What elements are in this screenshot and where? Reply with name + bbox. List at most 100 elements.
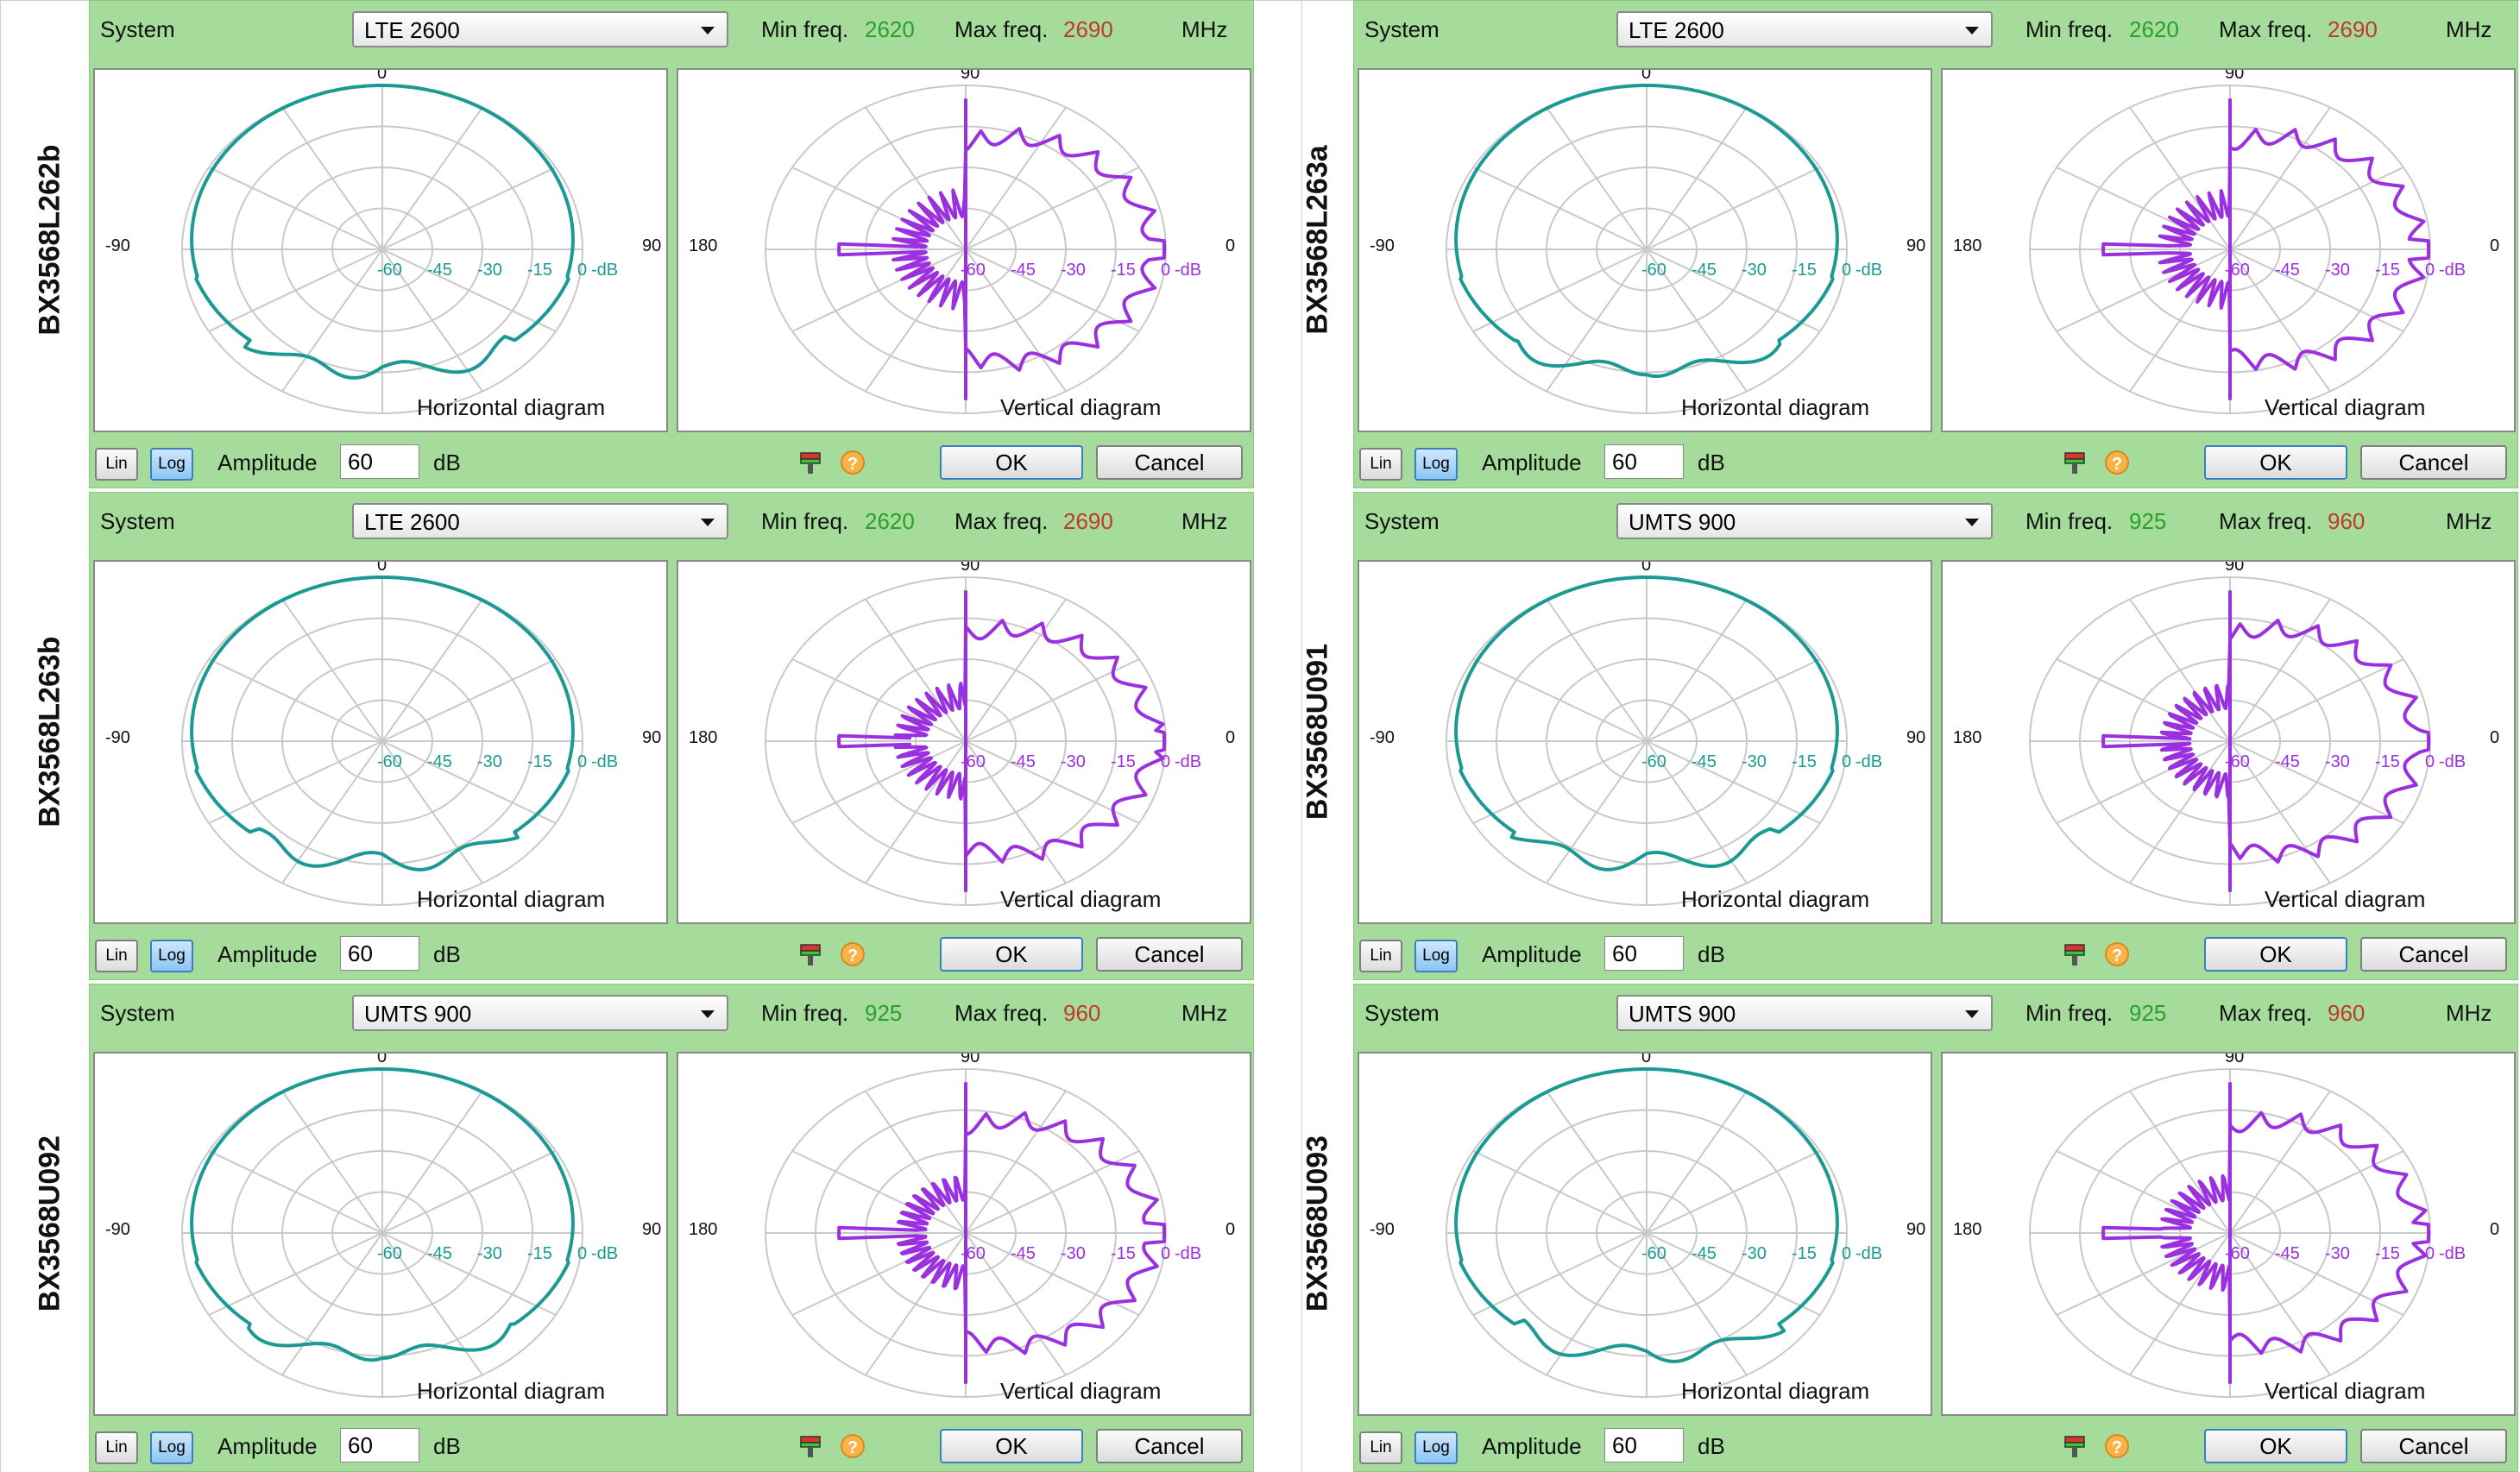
angle-label-bottom: 180 — [350, 428, 378, 431]
amplitude-db-unit: dB — [433, 1433, 461, 1459]
paint-icon[interactable] — [797, 940, 825, 969]
vertical-diagram-caption: Vertical diagram — [1000, 886, 1161, 912]
help-icon[interactable]: ? — [839, 1431, 866, 1461]
polar-spoke — [1546, 598, 1647, 742]
angle-label-bottom: 180 — [1614, 1412, 1642, 1414]
system-select-value: LTE 2600 — [1629, 17, 1724, 43]
dropdown-arrow-icon[interactable] — [701, 27, 715, 35]
polar-spoke — [1472, 167, 1647, 250]
ok-button[interactable]: OK — [2204, 445, 2347, 480]
neg-db-label: -dB — [1175, 261, 1201, 280]
neg-db-label: -dB — [1855, 261, 1882, 280]
log-scale-button[interactable]: Log — [150, 448, 193, 481]
dropdown-arrow-icon[interactable] — [701, 1010, 715, 1018]
vertical-diagram-caption: Vertical diagram — [2265, 886, 2425, 912]
polar-spoke — [381, 740, 557, 824]
horizontal-diagram-caption: Horizontal diagram — [1681, 1378, 1869, 1404]
help-icon[interactable]: ? — [839, 448, 866, 477]
system-select[interactable]: UMTS 900 — [1616, 995, 1993, 1031]
ring-db-label: -15 — [2375, 752, 2400, 771]
amplitude-label: Amplitude — [1482, 450, 1582, 475]
polar-spoke — [1472, 1150, 1647, 1234]
amplitude-input[interactable]: 60 — [1604, 444, 1684, 479]
max-freq-value: 2690 — [2328, 16, 2378, 42]
amplitude-input[interactable]: 60 — [340, 1428, 419, 1463]
ok-button[interactable]: OK — [2204, 1429, 2347, 1463]
horizontal-diagram-svg: -60-45-30-150-dB0-9090180Horizontal diag… — [105, 1054, 661, 1414]
amplitude-input[interactable]: 60 — [1604, 1428, 1684, 1463]
log-scale-button[interactable]: Log — [1414, 448, 1458, 481]
ok-button[interactable]: OK — [2204, 937, 2347, 972]
ring-db-label: -45 — [427, 752, 452, 771]
polar-spoke — [381, 1150, 557, 1234]
help-icon[interactable]: ? — [2103, 448, 2131, 477]
panel-footer: Lin Log Amplitude 60 dB? OK Cancel — [1354, 928, 2517, 979]
lin-scale-button[interactable]: Lin — [1359, 940, 1402, 972]
ring-db-label: -30 — [1061, 752, 1086, 771]
log-scale-button[interactable]: Log — [1414, 1431, 1458, 1464]
paint-icon[interactable] — [2062, 940, 2089, 969]
cancel-button[interactable]: Cancel — [1096, 1429, 1243, 1463]
system-select[interactable]: UMTS 900 — [352, 995, 728, 1031]
dropdown-arrow-icon[interactable] — [1965, 1010, 1979, 1018]
lin-scale-button[interactable]: Lin — [95, 940, 138, 972]
polar-spoke — [208, 740, 383, 824]
paint-icon[interactable] — [797, 448, 825, 477]
amplitude-input[interactable]: 60 — [1604, 936, 1684, 971]
polar-spoke — [1646, 740, 1821, 824]
ring-db-label: 0 — [2425, 752, 2435, 771]
ring-db-label: 0 — [577, 261, 587, 280]
min-freq-value: 925 — [865, 1000, 903, 1026]
dropdown-arrow-icon[interactable] — [701, 519, 715, 526]
cancel-button[interactable]: Cancel — [1096, 445, 1243, 480]
lin-scale-button[interactable]: Lin — [1359, 1431, 1402, 1464]
ok-button[interactable]: OK — [940, 445, 1083, 480]
amplitude-input[interactable]: 60 — [340, 936, 419, 971]
system-select[interactable]: LTE 2600 — [352, 11, 728, 47]
polar-spoke — [2229, 740, 2331, 884]
max-freq-label: Max freq. — [954, 1000, 1049, 1026]
dropdown-arrow-icon[interactable] — [1965, 519, 1979, 526]
polar-spoke — [208, 1150, 383, 1234]
lin-scale-button[interactable]: Lin — [95, 1431, 138, 1464]
paint-icon[interactable] — [2062, 1431, 2089, 1461]
cancel-button[interactable]: Cancel — [2360, 1429, 2507, 1463]
ring-db-label: -30 — [2325, 752, 2350, 771]
antenna-model-text: BX3568L262b — [33, 144, 66, 336]
lin-scale-button[interactable]: Lin — [95, 448, 138, 481]
ok-button[interactable]: OK — [940, 1429, 1083, 1463]
mhz-unit-label: MHz — [2446, 16, 2492, 42]
max-freq-label: Max freq. — [2219, 1000, 2313, 1026]
help-icon[interactable]: ? — [2103, 1431, 2131, 1461]
help-icon[interactable]: ? — [839, 940, 866, 969]
polar-spoke — [2056, 740, 2231, 824]
system-select[interactable]: LTE 2600 — [1616, 11, 1993, 47]
paint-icon[interactable] — [2062, 448, 2089, 477]
svg-text:?: ? — [847, 455, 858, 474]
vertical-pattern-curve — [837, 590, 1167, 892]
cancel-button[interactable]: Cancel — [1096, 937, 1243, 972]
ring-db-label: -15 — [1111, 261, 1136, 280]
lin-scale-button[interactable]: Lin — [1359, 448, 1402, 481]
ring-db-label: 0 — [1842, 752, 1851, 771]
help-icon[interactable]: ? — [2103, 940, 2131, 969]
polar-spoke — [965, 1232, 1067, 1376]
log-scale-button[interactable]: Log — [150, 940, 193, 972]
cancel-button[interactable]: Cancel — [2360, 445, 2507, 480]
system-select[interactable]: LTE 2600 — [352, 503, 728, 539]
paint-icon[interactable] — [797, 1431, 825, 1461]
polar-spoke — [865, 106, 967, 250]
mhz-unit-label: MHz — [2446, 1000, 2492, 1026]
svg-text:?: ? — [2112, 947, 2122, 966]
ok-button[interactable]: OK — [940, 937, 1083, 972]
system-select[interactable]: UMTS 900 — [1616, 503, 1993, 539]
log-scale-button[interactable]: Log — [150, 1431, 193, 1464]
cancel-button[interactable]: Cancel — [2360, 937, 2507, 972]
dropdown-arrow-icon[interactable] — [1965, 27, 1979, 35]
log-scale-button[interactable]: Log — [1414, 940, 1458, 972]
polar-spoke — [2056, 1232, 2231, 1316]
amplitude-input[interactable]: 60 — [340, 444, 419, 479]
angle-label-top: 0 — [1641, 562, 1651, 575]
